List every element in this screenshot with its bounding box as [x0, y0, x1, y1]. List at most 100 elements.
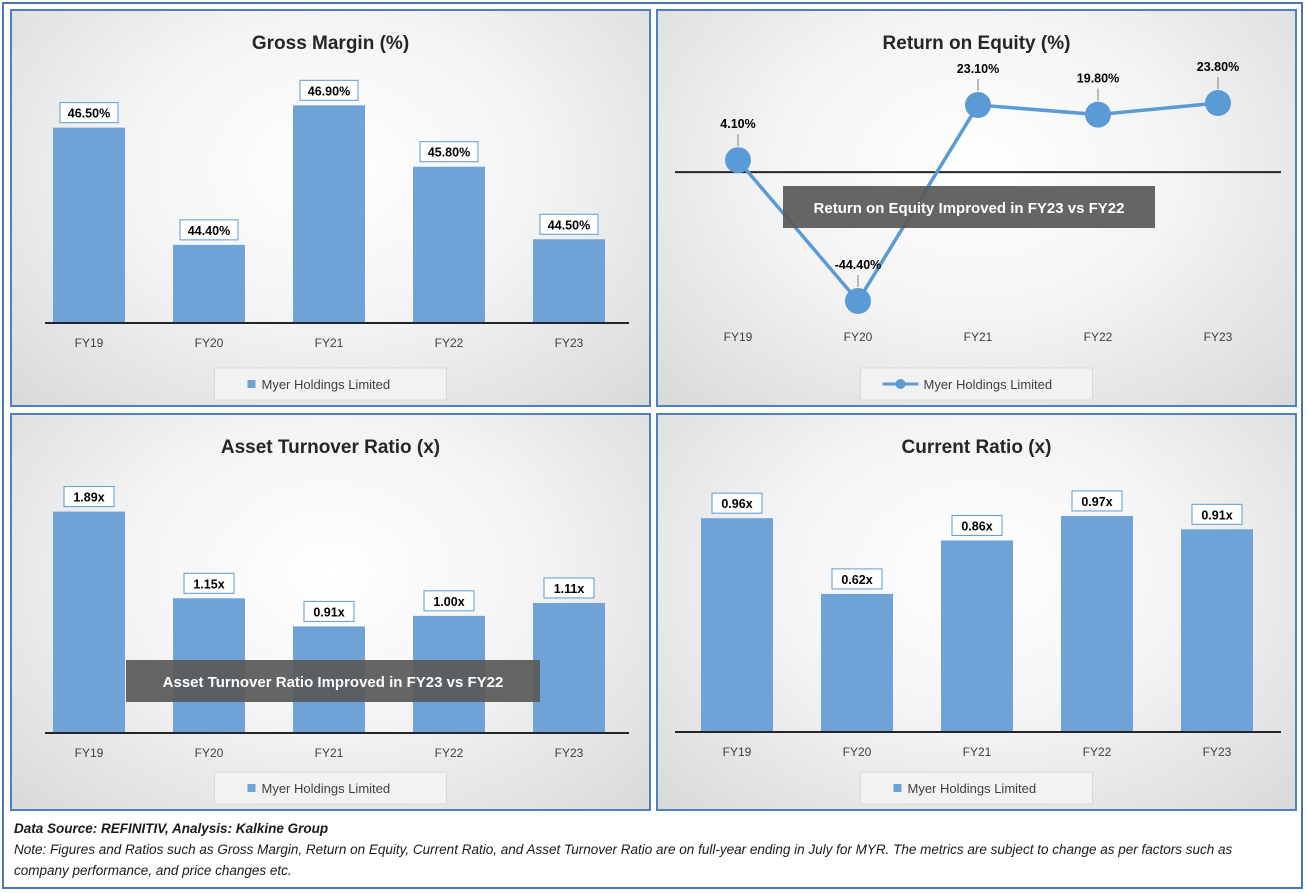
- data-label: 1.15x: [193, 577, 224, 591]
- x-tick-label: FY19: [723, 745, 752, 759]
- bar-fy23: [533, 239, 605, 323]
- data-label: 0.91x: [1201, 508, 1232, 522]
- data-label-box: [59, 102, 119, 124]
- data-label: 0.97x: [1081, 495, 1112, 509]
- data-label: 46.90%: [308, 84, 350, 98]
- data-label-box: [303, 600, 355, 622]
- chart-title: Current Ratio (x): [902, 437, 1052, 458]
- bar-fy23: [1181, 529, 1253, 732]
- return-on-equity-chart: Return on Equity (%) 4.10% -44.40% 23.10% 19…: [675, 33, 1281, 401]
- bar-fy22: [1061, 515, 1133, 732]
- callout-box: [783, 186, 1155, 228]
- data-label: 0.91x: [313, 605, 344, 619]
- bar-fy21: [941, 540, 1013, 732]
- bar-fy19: [53, 127, 125, 324]
- data-label: 1.11x: [554, 582, 585, 596]
- data-label-box: [543, 577, 595, 599]
- bar-fy19: [701, 518, 773, 732]
- x-tick-label: FY22: [1084, 330, 1113, 344]
- data-label-box: [1071, 490, 1123, 512]
- data-label-box: [299, 79, 359, 101]
- data-label: 0.86x: [961, 519, 992, 533]
- data-label: -44.40%: [835, 258, 882, 272]
- data-label-box: [539, 213, 599, 235]
- x-tick-label: FY21: [963, 745, 992, 759]
- data-label-box: [183, 572, 235, 594]
- bar-fy19: [53, 511, 125, 733]
- data-label-box: [711, 492, 763, 514]
- legend-label: Myer Holdings Limited: [262, 377, 391, 392]
- callout-text: Return on Equity Improved in FY23 vs FY2…: [814, 200, 1125, 217]
- point-fy23: [1205, 90, 1231, 116]
- x-tick-label: FY23: [1204, 330, 1233, 344]
- point-fy21: [965, 92, 991, 119]
- current-ratio-chart: Current Ratio (x) 0.96x 0.62x 0.86x 0.97x 0.9…: [675, 437, 1281, 805]
- chart-title: Asset Turnover Ratio (x): [221, 437, 440, 458]
- legend-box: [860, 367, 1093, 401]
- callout-text: Asset Turnover Ratio Improved in FY23 vs…: [163, 674, 504, 691]
- legend-label: Myer Holdings Limited: [262, 781, 391, 796]
- data-label: 4.10%: [720, 117, 755, 131]
- x-tick-label: FY19: [75, 336, 104, 350]
- legend-point-marker: [895, 379, 906, 389]
- x-tick-label: FY20: [195, 336, 224, 350]
- x-tick-label: FY20: [195, 746, 224, 760]
- data-label: 0.62x: [841, 573, 872, 587]
- x-tick-label: FY19: [724, 330, 753, 344]
- x-tick-label: FY20: [843, 745, 872, 759]
- data-label-box: [63, 486, 115, 508]
- x-tick-label: FY22: [435, 746, 464, 760]
- x-tick-label: FY23: [555, 336, 584, 350]
- data-source-text: Data Source: REFINITIV, Analysis: Kalkin…: [14, 821, 329, 836]
- bar-fy20: [173, 244, 245, 323]
- bar-fy20: [821, 593, 893, 732]
- data-label: 46.50%: [68, 107, 110, 121]
- x-tick-label: FY23: [555, 746, 584, 760]
- data-label-box: [419, 141, 479, 163]
- bar-fy23: [533, 602, 605, 733]
- data-label: 23.80%: [1197, 60, 1239, 74]
- x-tick-label: FY22: [435, 336, 464, 350]
- bar-fy22: [413, 166, 485, 323]
- data-label: 19.80%: [1077, 72, 1119, 86]
- legend-label: Myer Holdings Limited: [908, 781, 1037, 796]
- asset-turnover-panel: Asset Turnover Ratio (x) 1.89x 1.15x 0.91x 1…: [10, 413, 651, 811]
- data-label-box: [1191, 503, 1243, 525]
- legend-label: Myer Holdings Limited: [924, 377, 1053, 392]
- point-fy20: [845, 288, 871, 314]
- legend-swatch: [247, 380, 256, 388]
- x-tick-label: FY21: [315, 336, 344, 350]
- data-label-box: [423, 590, 475, 612]
- footer: Data Source: REFINITIV, Analysis: Kalkin…: [14, 818, 1284, 881]
- chart-title: Gross Margin (%): [252, 33, 409, 54]
- current-ratio-panel: Current Ratio (x) 0.96x 0.62x 0.86x 0.97x 0.9…: [656, 413, 1297, 811]
- data-label: 45.80%: [428, 146, 470, 160]
- callout-box: [126, 660, 540, 702]
- data-label: 0.96x: [721, 497, 752, 511]
- point-fy22: [1085, 101, 1111, 128]
- chart-title: Return on Equity (%): [883, 33, 1071, 54]
- x-tick-label: FY20: [844, 330, 873, 344]
- asset-turnover-chart: Asset Turnover Ratio (x) 1.89x 1.15x 0.91x 1…: [45, 437, 629, 805]
- return-on-equity-panel: Return on Equity (%) 4.10% -44.40% 23.10% 19…: [656, 9, 1297, 407]
- data-label: 23.10%: [957, 62, 999, 76]
- legend-swatch: [247, 784, 256, 792]
- gross-margin-chart: Gross Margin (%) 46.50% 44.40% 46.90% 45.80%…: [45, 33, 629, 401]
- legend-swatch: [893, 784, 902, 792]
- x-tick-label: FY21: [315, 746, 344, 760]
- point-fy19: [725, 147, 751, 174]
- data-label-box: [179, 219, 239, 241]
- data-label: 1.89x: [73, 491, 104, 505]
- data-label: 1.00x: [433, 595, 464, 609]
- data-label: 44.40%: [188, 224, 230, 238]
- x-tick-label: FY21: [964, 330, 993, 344]
- x-tick-label: FY22: [1083, 745, 1112, 759]
- data-label-box: [831, 568, 883, 590]
- gross-margin-panel: Gross Margin (%) 46.50% 44.40% 46.90% 45.80%…: [10, 9, 651, 407]
- x-tick-label: FY19: [75, 746, 104, 760]
- bar-fy21: [293, 105, 365, 323]
- data-label: 44.50%: [548, 218, 590, 232]
- data-label-box: [951, 514, 1003, 536]
- note-text: Note: Figures and Ratios such as Gross M…: [14, 842, 1233, 878]
- x-tick-label: FY23: [1203, 745, 1232, 759]
